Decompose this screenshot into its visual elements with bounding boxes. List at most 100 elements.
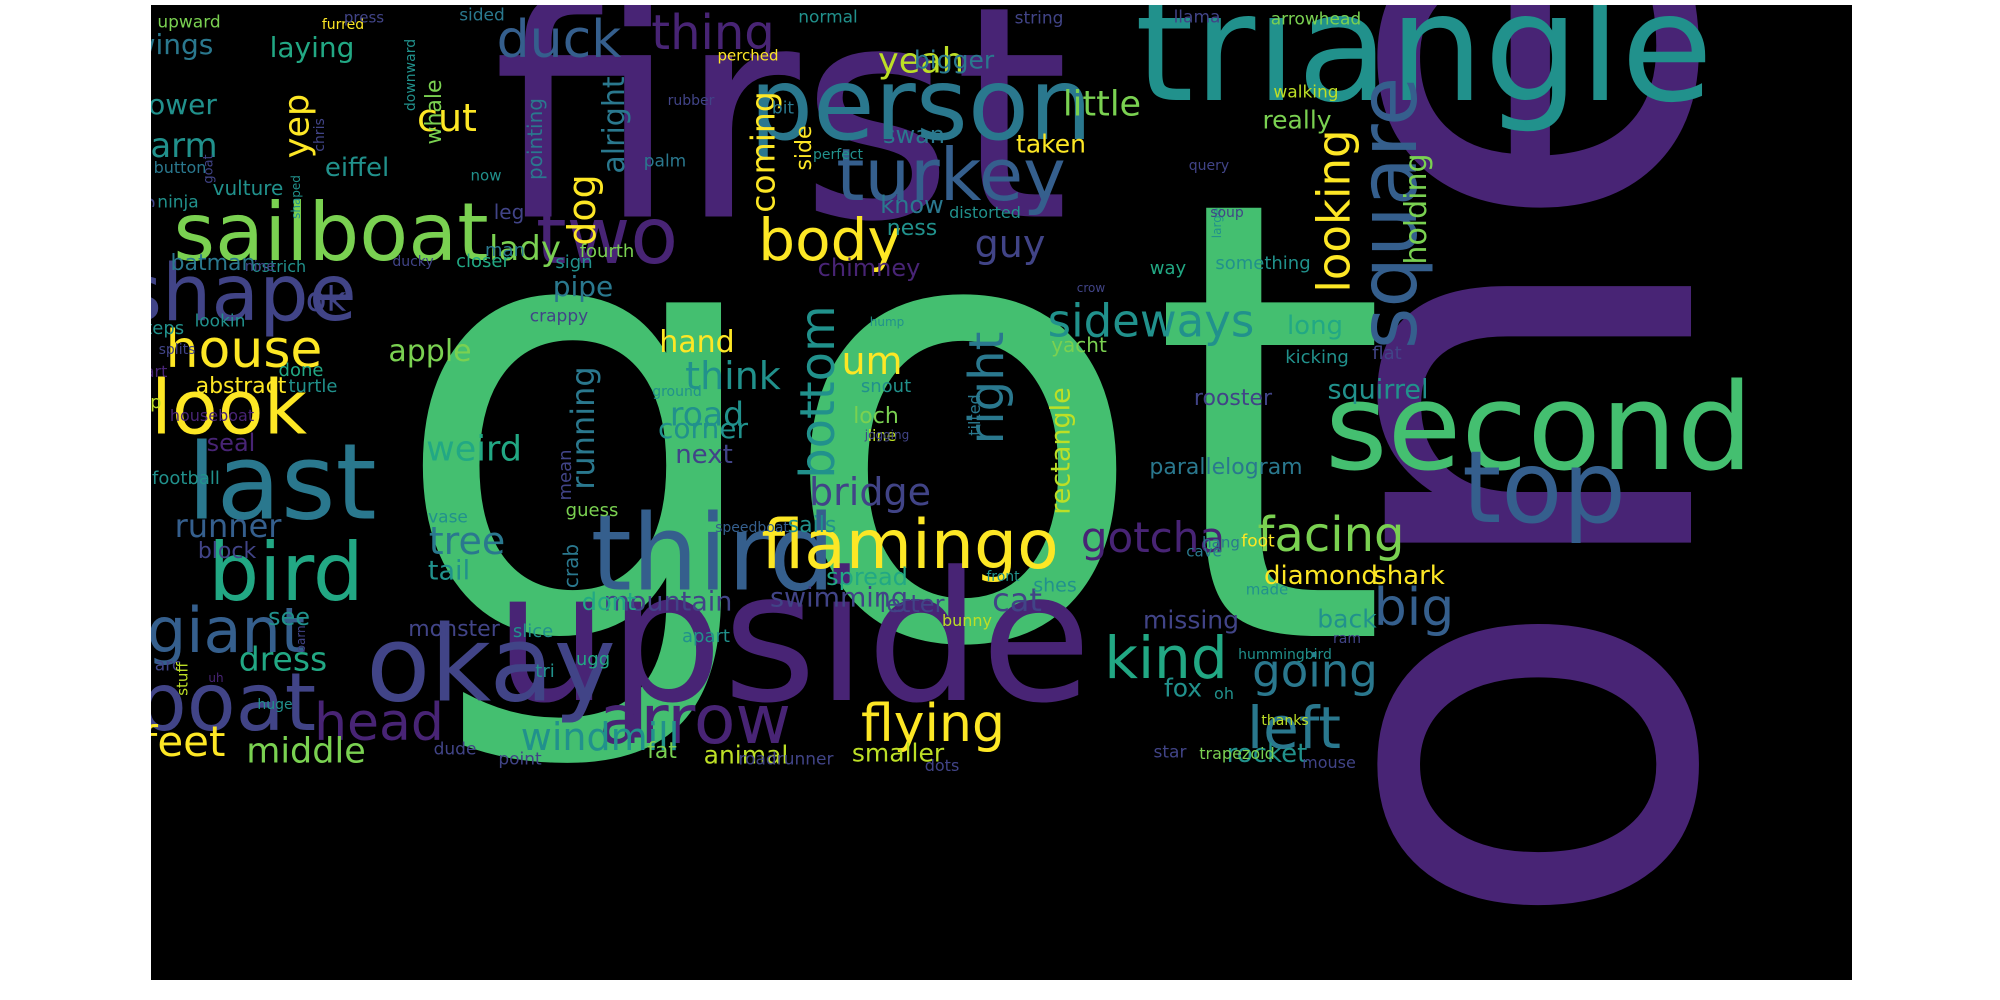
word-95: know (880, 191, 944, 219)
word-57: runner (174, 507, 282, 545)
word-38: dog (560, 174, 604, 246)
word-184: hummingbird (1238, 647, 1332, 663)
word-8: last (187, 421, 377, 544)
word-149: downward (403, 38, 419, 112)
word-82: next (675, 440, 733, 470)
word-53: little (1062, 84, 1142, 125)
word-61: holding (1399, 153, 1434, 265)
word-180: shes (1033, 574, 1077, 597)
word-58: lady (489, 229, 561, 269)
word-109: parallelogram (1149, 455, 1303, 480)
word-50: think (685, 354, 781, 398)
word-123: done (278, 360, 324, 381)
word-145: perched (717, 46, 779, 65)
word-173: guess (565, 500, 619, 521)
word-31: going (1252, 644, 1378, 698)
word-156: query (1188, 158, 1230, 174)
word-45: yep (277, 93, 318, 159)
word-153: now (470, 166, 502, 185)
word-84: smaller (851, 738, 945, 768)
word-62: hand (659, 325, 735, 360)
word-71: shark (1373, 561, 1445, 591)
word-73: squirrel (1327, 374, 1429, 406)
word-163: hump (869, 315, 905, 329)
word-139: press (343, 8, 385, 27)
word-94: chimney (817, 254, 921, 282)
word-11: sailboat (173, 186, 489, 279)
word-138: furred (321, 17, 365, 33)
word-114: man (485, 240, 525, 261)
word-68: mountain (603, 586, 733, 618)
word-18: look (151, 363, 308, 452)
word-2: first (492, 5, 1070, 287)
word-135: ninja (157, 192, 199, 213)
word-130: ugg (575, 649, 611, 670)
word-69: swimming (769, 582, 909, 614)
word-92: swan (882, 121, 946, 149)
word-97: seal (206, 429, 256, 457)
word-76: long (1286, 311, 1344, 341)
word-64: wings (151, 28, 214, 61)
word-32: big (1373, 578, 1455, 638)
word-187: uh (208, 671, 224, 685)
word-19: flamingo (761, 506, 1059, 585)
word-161: ducky (392, 254, 434, 270)
word-171: football (152, 468, 220, 489)
word-158: distorted (949, 203, 1021, 222)
word-35: sideways (1047, 294, 1255, 348)
word-121: flat (1372, 343, 1402, 364)
word-22: body (758, 206, 902, 274)
word-144: arrowhead (1270, 9, 1362, 30)
word-152: goat (201, 154, 217, 184)
word-112: standing (151, 196, 155, 284)
word-72: rectangle (1045, 387, 1077, 515)
word-13: bird (208, 526, 364, 619)
word-25: kind (1104, 624, 1228, 692)
word-198: mouse (1302, 753, 1356, 772)
word-164: crappy (529, 306, 589, 327)
word-176: foot (1241, 531, 1275, 552)
word-99: block (197, 539, 257, 564)
word-36: bottom (790, 305, 846, 479)
word-56: dress (238, 639, 328, 679)
word-77: really (1262, 105, 1332, 135)
word-110: vulture (212, 176, 284, 200)
word-134: nine (244, 259, 276, 275)
word-55: weird (426, 429, 522, 470)
word-103: loch (853, 404, 899, 429)
word-126: snout (860, 376, 912, 397)
word-141: normal (798, 7, 858, 28)
word-102: sails (787, 513, 837, 538)
word-74: tower (151, 88, 217, 121)
word-52: ok (305, 280, 347, 320)
word-150: chris (312, 118, 328, 152)
word-96: see (267, 603, 311, 631)
word-63: cat (992, 581, 1042, 619)
word-30: head (314, 693, 444, 753)
word-90: fox (1163, 673, 1203, 703)
word-127: line (867, 426, 897, 445)
word-0: got (389, 70, 1389, 780)
word-23: left (1247, 694, 1341, 762)
word-101: leg (493, 200, 525, 224)
word-75: tail (427, 555, 471, 587)
word-186: stuff (173, 662, 192, 696)
word-47: guy (974, 222, 1046, 266)
word-46: arm (151, 126, 218, 166)
word-136: lookin (194, 311, 246, 332)
word-181: bunny (941, 611, 993, 630)
word-182: barn (294, 625, 308, 653)
word-98: monster (408, 617, 500, 642)
word-106: pointing (523, 98, 547, 180)
word-190: thanks (1261, 713, 1309, 729)
word-24: house (165, 320, 323, 380)
word-43: yeah (878, 41, 964, 82)
word-26: flying (861, 694, 1005, 754)
word-125: turtle (288, 376, 338, 397)
word-119: way (1149, 258, 1187, 279)
word-192: dude (433, 739, 477, 760)
word-39: windmill (520, 715, 680, 759)
word-17: turkey (836, 133, 1066, 217)
word-189: oh (1214, 684, 1234, 703)
word-20: arrow (598, 681, 792, 760)
